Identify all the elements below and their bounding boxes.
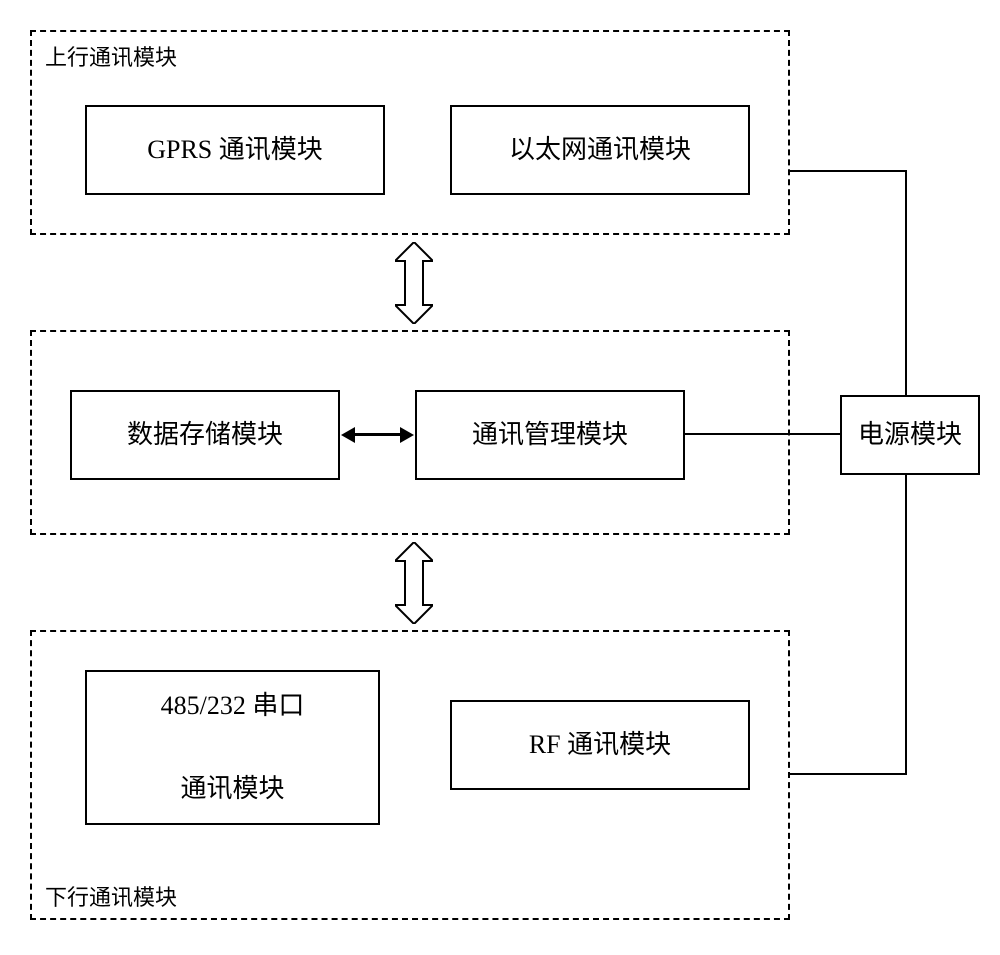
line-downlink-to-power-h xyxy=(790,773,907,775)
comm-mgmt-module-box: 通讯管理模块 xyxy=(415,390,685,480)
comm-mgmt-module-text: 通讯管理模块 xyxy=(472,414,628,456)
line-mgmt-to-power-h xyxy=(685,433,840,435)
serial-module-box: 485/232 串口 通讯模块 xyxy=(85,670,380,825)
line-uplink-to-power-h xyxy=(790,170,907,172)
biarrow-storage-commmgmt xyxy=(353,433,402,436)
serial-text-line2: 通讯模块 xyxy=(180,774,284,803)
storage-module-text: 数据存储模块 xyxy=(127,414,283,456)
power-module-text: 电源模块 xyxy=(858,414,962,456)
ethernet-module-box: 以太网通讯模块 xyxy=(450,105,750,195)
system-diagram: 上行通讯模块 GPRS 通讯模块 以太网通讯模块 数据存储模块 通讯管理模块 下… xyxy=(20,20,980,935)
serial-text-line1: 485/232 串口 xyxy=(161,691,305,720)
uplink-module-label: 上行通讯模块 xyxy=(45,40,177,72)
rf-module-box: RF 通讯模块 xyxy=(450,700,750,790)
line-power-vertical-lower xyxy=(905,475,907,775)
gprs-module-text: GPRS 通讯模块 xyxy=(147,129,323,171)
downlink-module-label: 下行通讯模块 xyxy=(45,880,177,912)
serial-module-text: 485/232 串口 通讯模块 xyxy=(161,685,305,810)
storage-module-box: 数据存储模块 xyxy=(70,390,340,480)
rf-module-text: RF 通讯模块 xyxy=(529,724,671,766)
power-module-box: 电源模块 xyxy=(840,395,980,475)
ethernet-module-text: 以太网通讯模块 xyxy=(509,129,691,171)
line-power-vertical-upper xyxy=(905,170,907,395)
biarrow-middle-downlink xyxy=(395,542,433,624)
biarrow-uplink-middle xyxy=(395,242,433,324)
gprs-module-box: GPRS 通讯模块 xyxy=(85,105,385,195)
